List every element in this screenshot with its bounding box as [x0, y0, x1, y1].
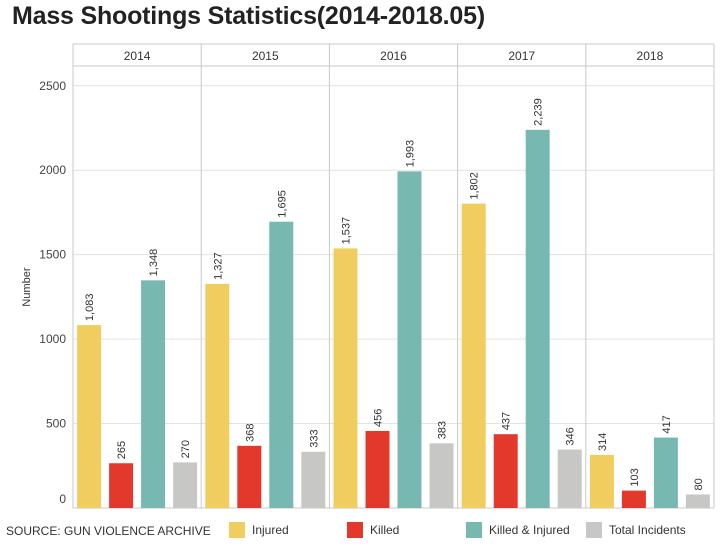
- year-header-2015: 2015: [252, 49, 279, 63]
- bar-injured-2017: [461, 203, 486, 508]
- bar-chart: 2014 2015 2016 2017 2018 0 500 1000 1500 2000 2500…: [21, 43, 715, 509]
- data-label-injured-2018: 314: [597, 433, 609, 451]
- bar-injured-2016: [333, 248, 358, 508]
- bar-total-incidents-2014: [173, 462, 198, 508]
- bar-total-incidents-2017: [557, 449, 582, 508]
- bar-killed-2016: [365, 430, 390, 508]
- data-label-total-incidents-2018: 80: [693, 478, 705, 490]
- year-header-band: [73, 44, 714, 66]
- legend-swatch-total-incidents: [586, 522, 602, 538]
- y-tick-label: 500: [46, 417, 66, 431]
- legend-swatch-injured: [229, 522, 245, 538]
- legend-swatch-killed: [347, 522, 363, 538]
- data-label-killed-2018: 103: [629, 468, 641, 486]
- data-label-injured-2017: 1,802: [469, 172, 481, 200]
- bar-killed-injured-2016: [397, 171, 422, 508]
- y-tick-label: 1000: [39, 332, 66, 346]
- data-label-killed-2016: 456: [373, 409, 385, 427]
- y-tick-label: 1500: [39, 248, 66, 262]
- y-tick-label: 2500: [39, 79, 66, 93]
- y-tick-label: 2000: [39, 163, 66, 177]
- bar-killed-2014: [109, 463, 134, 508]
- legend-label-injured: Injured: [252, 523, 289, 537]
- data-label-injured-2016: 1,537: [341, 217, 353, 245]
- legend-label-killed-injured: Killed & Injured: [489, 523, 570, 537]
- bar-total-incidents-2018: [685, 494, 710, 508]
- y-tick-label: 0: [59, 492, 66, 506]
- year-header-2014: 2014: [124, 49, 151, 63]
- data-label-killed-injured-2014: 1,348: [148, 249, 160, 277]
- data-label-total-incidents-2014: 270: [180, 440, 192, 458]
- bar-injured-2018: [589, 454, 614, 508]
- bar-killed-injured-2018: [653, 437, 678, 508]
- bar-killed-2015: [237, 445, 262, 508]
- bar-killed-2017: [493, 434, 518, 508]
- data-label-killed-injured-2015: 1,695: [276, 190, 288, 218]
- chart-title: Mass Shootings Statistics(2014-2018.05): [12, 2, 485, 30]
- data-label-total-incidents-2016: 383: [437, 421, 449, 439]
- bar-total-incidents-2016: [429, 443, 454, 508]
- y-axis-title: Number: [21, 267, 33, 306]
- chart-footer: SOURCE: GUN VIOLENCE ARCHIVE Injured Kil…: [0, 514, 724, 544]
- data-label-total-incidents-2017: 346: [565, 427, 577, 445]
- bar-killed-injured-2017: [525, 129, 550, 509]
- year-header-2016: 2016: [380, 49, 407, 63]
- data-label-injured-2014: 1,083: [84, 294, 96, 322]
- bar-killed-injured-2015: [269, 221, 294, 509]
- data-label-total-incidents-2015: 333: [308, 429, 320, 447]
- legend-label-killed: Killed: [370, 523, 400, 537]
- bar-total-incidents-2015: [301, 451, 326, 508]
- legend-label-total-incidents: Total Incidents: [609, 523, 686, 537]
- bar-killed-injured-2014: [141, 280, 166, 508]
- data-label-killed-2014: 265: [116, 441, 128, 459]
- bar-injured-2014: [77, 325, 102, 508]
- year-header-2018: 2018: [637, 49, 664, 63]
- data-label-killed-injured-2017: 2,239: [533, 98, 545, 126]
- bar-killed-2018: [621, 490, 646, 508]
- data-label-killed-2017: 437: [501, 412, 513, 430]
- data-label-killed-injured-2016: 1,993: [405, 140, 417, 168]
- data-label-killed-injured-2018: 417: [661, 415, 673, 433]
- data-label-killed-2015: 368: [244, 423, 256, 441]
- data-label-injured-2015: 1,327: [212, 252, 224, 280]
- source-note: SOURCE: GUN VIOLENCE ARCHIVE: [6, 524, 211, 538]
- year-header-2017: 2017: [508, 49, 535, 63]
- bar-injured-2015: [205, 283, 230, 508]
- legend-swatch-killed-injured: [466, 522, 482, 538]
